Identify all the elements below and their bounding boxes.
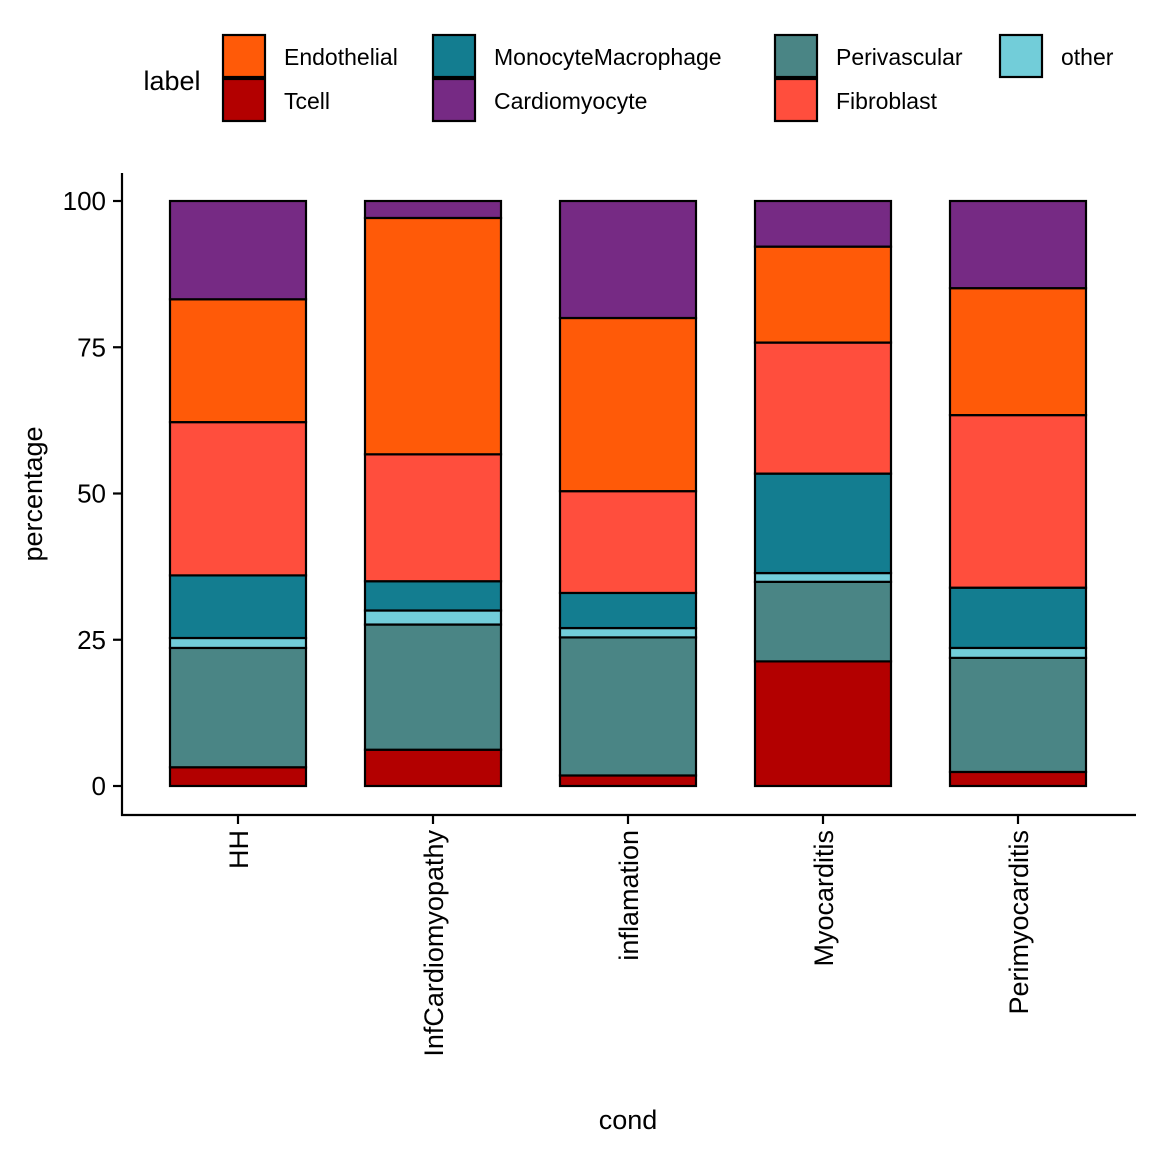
x-tick-label-infcardiomyopathy: InfCardiomyopathy [419, 830, 449, 1057]
bar-segment-inflamation-other [558, 626, 698, 639]
legend-swatch-endothelial [221, 33, 267, 79]
bar-segment-perimyocarditis-cardiomyocyte [948, 199, 1088, 290]
bar-segment-inflamation-tcell [558, 774, 698, 788]
legend-swatch-cardiomyocyte [431, 77, 477, 123]
bar-segment-infcardiomyopathy-tcell [363, 748, 503, 788]
x-tick-label-hh: HH [224, 830, 254, 869]
legend-label-other: other [1061, 44, 1114, 70]
y-tick-label: 50 [77, 479, 106, 509]
legend-label-tcell: Tcell [284, 88, 330, 114]
bar-segment-myocarditis-tcell [753, 660, 893, 788]
bar-segment-infcardiomyopathy-fibroblast [363, 453, 503, 583]
legend-swatch-tcell [221, 77, 267, 123]
plot-bars [168, 199, 1088, 788]
legend-label-monocytemacrophage: MonocyteMacrophage [494, 44, 722, 70]
bar-segment-perimyocarditis-other [948, 646, 1088, 659]
bar-segment-myocarditis-cardiomyocyte [753, 199, 893, 248]
bar-segment-hh-other [168, 636, 308, 650]
axes: 0 25 50 75 100 HH InfCardiomyopathy inflamation… [63, 173, 1136, 1057]
y-tick-label: 0 [92, 771, 106, 801]
bar-segment-hh-monocytemacrophage [168, 574, 308, 640]
bar-segment-hh-endothelial [168, 298, 308, 424]
bar-segment-perimyocarditis-fibroblast [948, 414, 1088, 589]
legend-title: label [143, 66, 200, 96]
bar-segment-perimyocarditis-monocytemacrophage [948, 586, 1088, 650]
legend-swatch-fibroblast [773, 77, 819, 123]
legend-swatch-perivascular [773, 33, 819, 79]
bar-segment-inflamation-perivascular [558, 636, 698, 777]
legend-label-endothelial: Endothelial [284, 44, 398, 70]
bar-segment-myocarditis-endothelial [753, 245, 893, 344]
y-tick-label: 75 [77, 332, 106, 362]
bar-segment-inflamation-endothelial [558, 316, 698, 493]
x-tick-label-inflamation: inflamation [614, 830, 644, 961]
legend: label Endothelial Tcell MonocyteMacrophage… [143, 33, 1114, 123]
legend-swatch-monocytemacrophage [431, 33, 477, 79]
x-axis-title: cond [599, 1105, 658, 1135]
bar-segment-infcardiomyopathy-perivascular [363, 623, 503, 751]
bar-segment-myocarditis-other [753, 571, 893, 583]
bar-segment-infcardiomyopathy-monocytemacrophage [363, 580, 503, 612]
y-axis-title: percentage [18, 426, 48, 561]
bar-segment-infcardiomyopathy-endothelial [363, 216, 503, 456]
bar-segment-myocarditis-monocytemacrophage [753, 472, 893, 575]
bar-segment-infcardiomyopathy-cardiomyocyte [363, 199, 503, 220]
bar-segment-hh-tcell [168, 766, 308, 788]
bar-segment-inflamation-fibroblast [558, 490, 698, 595]
bar-segment-hh-fibroblast [168, 421, 308, 577]
legend-label-cardiomyocyte: Cardiomyocyte [494, 88, 647, 114]
y-tick-label: 100 [63, 186, 106, 216]
bar-segment-perimyocarditis-tcell [948, 770, 1088, 788]
bar-segment-myocarditis-fibroblast [753, 341, 893, 475]
legend-swatch-other [998, 33, 1044, 79]
legend-label-perivascular: Perivascular [836, 44, 963, 70]
x-tick-label-myocarditis: Myocarditis [809, 830, 839, 967]
y-tick-label: 25 [77, 625, 106, 655]
legend-label-fibroblast: Fibroblast [836, 88, 938, 114]
bar-segment-inflamation-monocytemacrophage [558, 591, 698, 630]
x-tick-label-perimyocarditis: Perimyocarditis [1004, 830, 1034, 1015]
bar-segment-myocarditis-perivascular [753, 580, 893, 663]
bar-segment-infcardiomyopathy-other [363, 609, 503, 626]
bar-segment-inflamation-cardiomyocyte [558, 199, 698, 320]
bar-segment-hh-cardiomyocyte [168, 199, 308, 301]
bar-segment-perimyocarditis-perivascular [948, 656, 1088, 774]
bar-segment-perimyocarditis-endothelial [948, 287, 1088, 417]
bar-segment-hh-perivascular [168, 646, 308, 769]
